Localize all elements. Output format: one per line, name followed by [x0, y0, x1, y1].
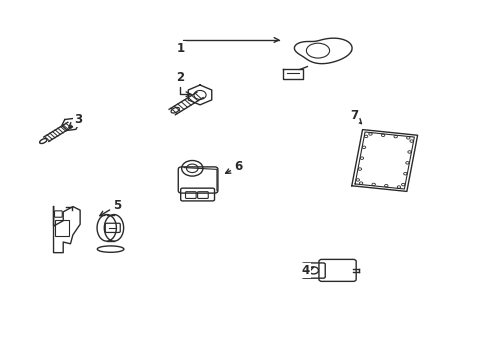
Text: 4: 4 [301, 264, 313, 277]
Text: 6: 6 [225, 160, 242, 173]
Text: 3: 3 [69, 113, 82, 127]
Text: 5: 5 [100, 199, 121, 216]
Text: 2: 2 [176, 71, 190, 96]
Text: 7: 7 [349, 109, 361, 124]
Text: 1: 1 [177, 38, 278, 55]
